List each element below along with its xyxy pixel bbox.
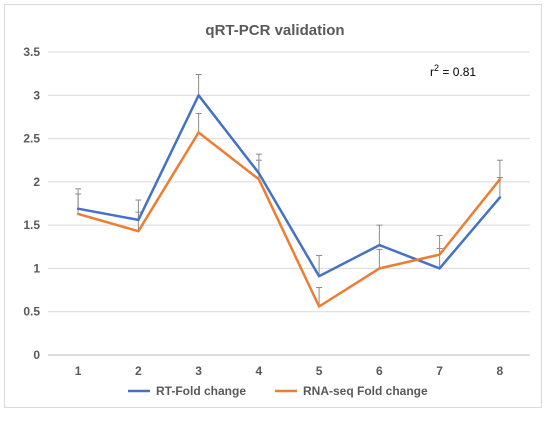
y-tick-label: 1.5 [23,218,40,232]
legend-label: RNA-seq Fold change [303,384,428,398]
y-tick-label: 2 [33,175,40,189]
x-axis-ticks: 1 2 3 4 5 6 7 8 [75,364,504,378]
error-bars [75,74,503,307]
y-tick-label: 0 [33,348,40,362]
gridlines [48,51,530,356]
x-tick-label: 2 [135,364,142,378]
legend: RT-Fold change RNA-seq Fold change [128,384,428,398]
legend-label: RT-Fold change [156,384,246,398]
series-line-1 [76,94,502,278]
x-tick-label: 4 [256,364,263,378]
y-tick-label: 3 [33,88,40,102]
chart-frame [4,4,542,408]
r-squared-annotation: r2 = 0.81 [430,63,476,79]
x-tick-label: 1 [75,364,82,378]
x-tick-label: 3 [195,364,202,378]
x-tick-label: 6 [376,364,383,378]
x-tick-label: 8 [497,364,504,378]
y-tick-label: 1 [33,261,40,275]
x-tick-label: 7 [436,364,443,378]
y-tick-label: 2.5 [23,132,40,146]
y-tick-label: 0.5 [23,305,40,319]
chart-title: qRT-PCR validation [205,22,344,39]
series-line-2 [76,131,502,308]
y-tick-label: 3.5 [23,45,40,59]
series-lines [76,94,502,308]
x-tick-label: 5 [316,364,323,378]
y-axis-ticks: 0 0.5 1 1.5 2 2.5 3 3.5 [23,45,40,362]
